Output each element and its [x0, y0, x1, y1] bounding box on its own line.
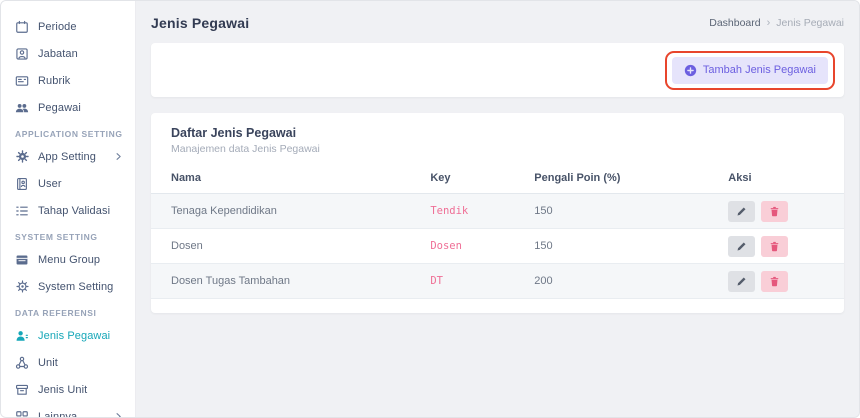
- sidebar-item-menu-group[interactable]: Menu Group: [1, 246, 135, 273]
- gear-filled-icon: [15, 150, 29, 164]
- cell-nama: Dosen: [171, 240, 203, 252]
- breadcrumb: Dashboard › Jenis Pegawai: [709, 17, 844, 29]
- sidebar-item-rubrik[interactable]: Rubrik: [1, 67, 135, 94]
- jenis-pegawai-table: Nama Key Pengali Poin (%) Aksi Tenaga Kepen…: [151, 164, 844, 299]
- sidebar-section-label-system-setting: SYSTEM SETTING: [15, 232, 98, 242]
- archive-box-icon: [15, 383, 29, 397]
- table-row-dosen-tugas-tambahan: Dosen Tugas Tambahan DT 200: [151, 263, 844, 299]
- person-lines-icon: [15, 329, 29, 343]
- trash-icon: [769, 206, 780, 217]
- people-icon: [15, 101, 29, 115]
- pencil-icon: [736, 276, 747, 287]
- sidebar-item-label: Jabatan: [38, 47, 78, 60]
- edit-button[interactable]: [728, 200, 756, 222]
- chevron-right-icon: [114, 152, 123, 161]
- sidebar-nav: Periode Jabatan Rubrik Pegawai APPLICATION S…: [1, 13, 135, 417]
- cell-aksi: [712, 194, 844, 229]
- sidebar-item-label: Rubrik: [38, 74, 71, 87]
- sidebar-item-label: Periode: [38, 20, 77, 33]
- column-header-pengali-poin: Pengali Poin (%): [518, 164, 713, 194]
- table-card: Daftar Jenis Pegawai Manajemen data Jeni…: [151, 113, 844, 313]
- column-header-nama: Nama: [151, 164, 415, 194]
- table-header-row: Nama Key Pengali Poin (%) Aksi: [151, 164, 844, 194]
- sidebar-item-label: Lainnya: [38, 410, 78, 418]
- sidebar-item-jenis-pegawai[interactable]: Jenis Pegawai: [1, 322, 135, 349]
- delete-button[interactable]: [761, 235, 789, 257]
- breadcrumb-current: Jenis Pegawai: [776, 17, 844, 29]
- column-header-aksi: Aksi: [712, 164, 844, 194]
- delete-button[interactable]: [761, 270, 789, 292]
- key-code: Tendik: [430, 205, 469, 217]
- add-button-label: Tambah Jenis Pegawai: [702, 63, 816, 76]
- breadcrumb-separator: ›: [766, 17, 771, 29]
- pencil-icon: [736, 206, 747, 217]
- calendar-icon: [15, 20, 29, 34]
- sidebar-item-label: Jenis Unit: [38, 383, 88, 396]
- pencil-icon: [736, 241, 747, 252]
- cell-key: Tendik: [414, 194, 518, 229]
- trash-icon: [769, 241, 780, 252]
- list-icon: [15, 204, 29, 218]
- page-title: Jenis Pegawai: [151, 15, 250, 31]
- address-book-icon: [15, 177, 29, 191]
- sidebar-item-periode[interactable]: Periode: [1, 13, 135, 40]
- cell-pengali-poin: 200: [534, 275, 553, 287]
- gear-outline-icon: [15, 280, 29, 294]
- sidebar-section-label-data-referensi: DATA REFERENSI: [15, 308, 97, 318]
- cell-nama: Tenaga Kependidikan: [171, 205, 277, 217]
- sidebar-item-unit[interactable]: Unit: [1, 349, 135, 376]
- cell-pengali-poin: 150: [534, 205, 553, 217]
- sidebar-item-label: System Setting: [38, 280, 114, 293]
- sidebar-item-label: App Setting: [38, 150, 96, 163]
- sidebar-item-jenis-unit[interactable]: Jenis Unit: [1, 376, 135, 403]
- key-code: DT: [430, 275, 443, 287]
- sidebar-item-label: Pegawai: [38, 101, 81, 114]
- table-row-dosen: Dosen Dosen 150: [151, 229, 844, 264]
- cell-pengali-poin: 150: [534, 240, 553, 252]
- plus-circle-icon: [684, 64, 697, 77]
- sidebar: Periode Jabatan Rubrik Pegawai APPLICATION S…: [1, 1, 136, 417]
- main-content: Jenis Pegawai Dashboard › Jenis Pegawai …: [136, 1, 859, 417]
- trash-icon: [769, 276, 780, 287]
- table-row-tenaga-kependidikan: Tenaga Kependidikan Tendik 150: [151, 193, 844, 229]
- breadcrumb-dashboard-link[interactable]: Dashboard: [709, 17, 761, 29]
- page-header: Jenis Pegawai Dashboard › Jenis Pegawai: [151, 1, 844, 41]
- table-body: Tenaga Kependidikan Tendik 150 Dosen Dosen 15…: [151, 193, 844, 299]
- sidebar-item-lainnya[interactable]: Lainnya: [1, 403, 135, 417]
- card-list-icon: [15, 74, 29, 88]
- sidebar-item-label: Unit: [38, 356, 58, 369]
- sidebar-item-label: User: [38, 177, 62, 190]
- sidebar-item-label: Menu Group: [38, 253, 101, 266]
- sidebar-section-label-application-setting: APPLICATION SETTING: [15, 129, 123, 139]
- window-icon: [15, 253, 29, 267]
- share-nodes-icon: [15, 356, 29, 370]
- edit-button[interactable]: [728, 235, 756, 257]
- sidebar-item-label: Jenis Pegawai: [38, 329, 111, 342]
- sidebar-item-jabatan[interactable]: Jabatan: [1, 40, 135, 67]
- card-head: Daftar Jenis Pegawai Manajemen data Jeni…: [151, 126, 844, 164]
- sidebar-item-label: Tahap Validasi: [38, 204, 111, 217]
- cell-aksi: [712, 264, 844, 299]
- cell-nama: Dosen Tugas Tambahan: [171, 275, 291, 287]
- toolbar-card: Tambah Jenis Pegawai: [151, 43, 844, 97]
- sidebar-item-tahap-validasi[interactable]: Tahap Validasi: [1, 197, 135, 224]
- card-title: Daftar Jenis Pegawai: [171, 126, 297, 140]
- cell-aksi: [712, 229, 844, 264]
- sidebar-item-system-setting[interactable]: System Setting: [1, 273, 135, 300]
- key-code: Dosen: [430, 240, 462, 252]
- sidebar-item-app-setting[interactable]: App Setting: [1, 143, 135, 170]
- cell-key: DT: [414, 264, 518, 299]
- tambah-jenis-pegawai-button[interactable]: Tambah Jenis Pegawai: [671, 56, 828, 84]
- sidebar-item-user[interactable]: User: [1, 170, 135, 197]
- grid-icon: [15, 410, 29, 417]
- column-header-key: Key: [414, 164, 519, 194]
- edit-button[interactable]: [728, 270, 756, 292]
- delete-button[interactable]: [761, 200, 789, 222]
- chevron-right-icon: [114, 412, 123, 417]
- id-badge-icon: [15, 47, 29, 61]
- cell-key: Dosen: [414, 229, 518, 264]
- card-subtitle: Manajemen data Jenis Pegawai: [171, 143, 320, 155]
- sidebar-item-pegawai[interactable]: Pegawai: [1, 94, 135, 121]
